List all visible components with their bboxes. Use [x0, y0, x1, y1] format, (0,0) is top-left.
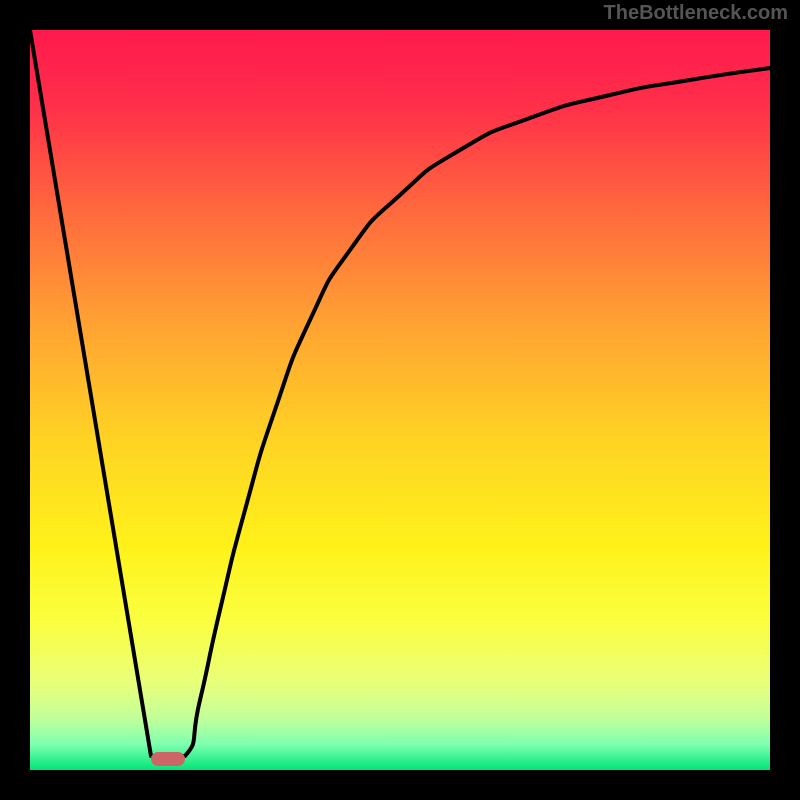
plot-background [30, 30, 770, 770]
optimal-marker [151, 752, 185, 766]
bottleneck-chart [0, 0, 800, 800]
watermark-text: TheBottleneck.com [604, 2, 788, 25]
chart-container: TheBottleneck.com [0, 0, 800, 800]
